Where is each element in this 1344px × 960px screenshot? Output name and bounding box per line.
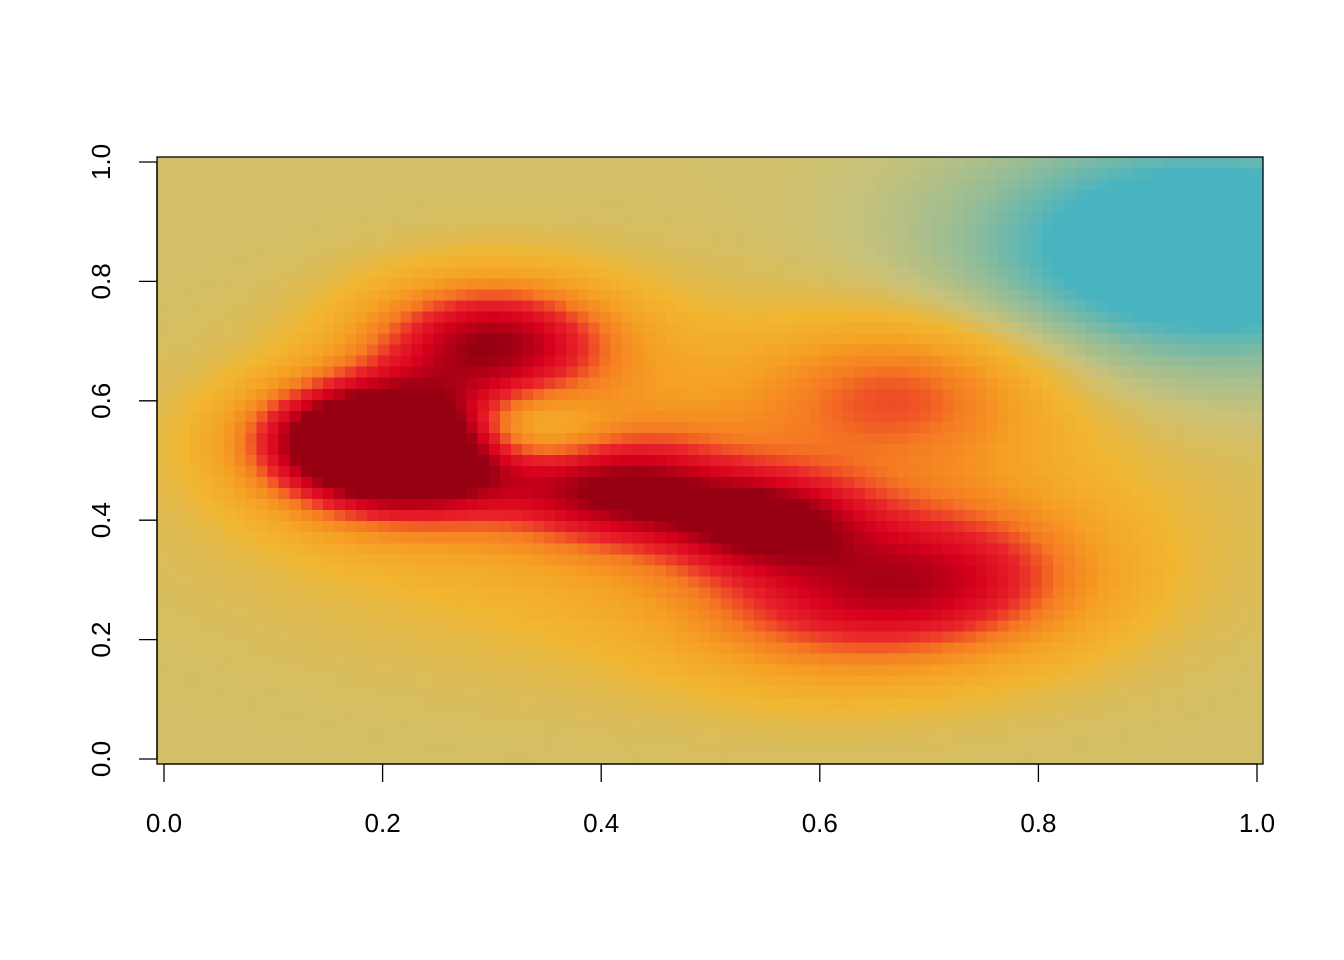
plot-area — [157, 157, 1263, 764]
y-tick-label: 1.0 — [86, 144, 116, 180]
y-tick-label: 0.2 — [86, 622, 116, 658]
y-tick-label: 0.8 — [86, 263, 116, 299]
x-tick-label: 1.0 — [1239, 808, 1275, 838]
x-tick-label: 0.8 — [1020, 808, 1056, 838]
y-tick-label: 0.0 — [86, 741, 116, 777]
plot-frame — [156, 156, 1264, 765]
x-tick-label: 0.6 — [802, 808, 838, 838]
x-tick-label: 0.0 — [146, 808, 182, 838]
heatmap-image — [157, 157, 1263, 764]
y-tick-label: 0.4 — [86, 502, 116, 538]
x-tick-label: 0.2 — [365, 808, 401, 838]
y-axis: 0.0 0.2 0.4 0.6 0.8 1.0 — [86, 144, 158, 777]
x-tick-label: 0.4 — [583, 808, 619, 838]
y-tick-label: 0.6 — [86, 383, 116, 419]
x-axis: 0.0 0.2 0.4 0.6 0.8 1.0 — [146, 763, 1275, 838]
